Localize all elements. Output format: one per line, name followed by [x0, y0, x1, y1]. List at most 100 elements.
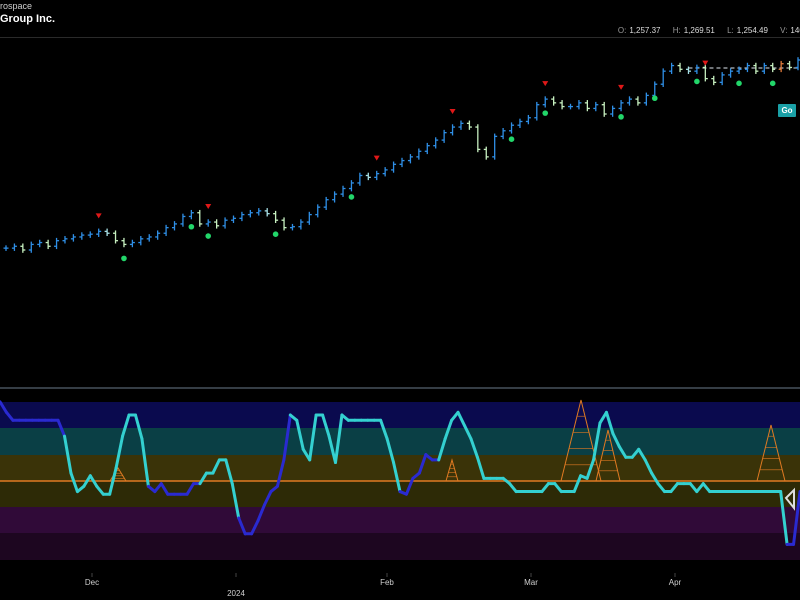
price-bar — [3, 245, 9, 251]
oscillator-segment — [263, 490, 273, 507]
price-bar — [79, 232, 85, 240]
oscillator-segment — [63, 434, 73, 475]
oscillator-segment — [656, 482, 667, 494]
oscillator-segment — [392, 461, 402, 494]
price-bar — [382, 167, 388, 177]
price-bar — [113, 230, 119, 244]
buy-signal-dot — [508, 136, 515, 142]
momentum-spike — [756, 424, 786, 482]
price-bar — [551, 96, 557, 106]
price-bar — [525, 114, 531, 125]
oscillator-segment — [211, 458, 221, 475]
price-bar — [466, 120, 472, 130]
price-bar — [146, 234, 152, 242]
sell-signal-arrow — [373, 155, 380, 161]
price-bar — [172, 221, 178, 231]
low-key: L: — [727, 26, 734, 35]
price-bar — [593, 101, 599, 112]
price-bar — [323, 196, 329, 210]
price-bar — [475, 124, 481, 153]
price-bar — [728, 68, 734, 78]
oscillator-segment — [585, 458, 596, 480]
oscillator-segment — [475, 455, 486, 480]
price-bar — [256, 208, 262, 216]
price-bar — [138, 236, 144, 246]
buy-signal-dot — [651, 95, 658, 102]
price-bar — [332, 191, 338, 203]
buy-signal-dot — [272, 231, 279, 237]
price-bar — [306, 211, 312, 225]
oscillator-segment — [133, 413, 144, 441]
price-bar — [635, 96, 641, 106]
price-bar — [669, 62, 675, 74]
momentum-spike — [445, 458, 459, 482]
price-bar — [365, 172, 371, 181]
price-bar — [45, 239, 51, 250]
low-value: 1,254.49 — [736, 26, 768, 35]
price-bar — [458, 120, 464, 130]
sell-signal-arrow — [618, 84, 625, 90]
price-bar — [87, 231, 93, 238]
price-bar — [610, 105, 616, 117]
x-tick-label: Apr — [669, 578, 682, 587]
oscillator-segment — [779, 490, 789, 546]
buy-signal-dot — [769, 80, 776, 87]
price-bar — [534, 101, 540, 121]
price-bar — [163, 224, 169, 237]
high-key: H: — [672, 26, 681, 35]
price-bar — [20, 243, 26, 253]
price-bar — [273, 210, 279, 223]
price-bar — [711, 75, 717, 86]
buy-signal-dot — [694, 78, 700, 85]
sector-label: rospace — [0, 1, 33, 11]
price-bar — [787, 60, 793, 71]
oscillator-segment — [308, 413, 318, 462]
buy-signal-dot — [736, 80, 742, 87]
oscillator-segment — [95, 484, 105, 496]
header-divider — [0, 37, 800, 38]
price-bar — [298, 219, 304, 230]
oscillator-segment — [611, 431, 621, 449]
oscillator-segment — [153, 482, 163, 494]
oscillator-segment — [463, 424, 473, 441]
price-bar — [407, 154, 413, 164]
oscillator-band — [0, 533, 800, 560]
oscillator-segment — [0, 400, 8, 414]
price-bar — [542, 96, 548, 108]
open-key: O: — [617, 26, 627, 35]
oscillator-segment — [198, 471, 208, 486]
oscillator-segment — [327, 434, 337, 465]
oscillator-segment — [604, 410, 615, 435]
price-bar — [660, 68, 666, 88]
price-bar — [736, 66, 742, 74]
oscillator-segment — [295, 418, 305, 451]
price-bar — [576, 100, 582, 110]
price-bar — [348, 180, 354, 192]
oscillator-segment — [456, 410, 467, 428]
price-bar — [70, 234, 76, 242]
price-bar — [315, 204, 321, 218]
price-bar — [230, 215, 236, 223]
price-bar — [770, 62, 776, 73]
price-bar — [685, 66, 691, 74]
price-bar — [391, 161, 397, 173]
oscillator-segment — [695, 482, 705, 494]
price-bar — [155, 230, 161, 240]
price-bar — [568, 103, 574, 110]
price-bar — [399, 157, 405, 168]
oscillator-segment — [437, 437, 447, 462]
price-pane — [3, 57, 800, 262]
oscillator-segment — [82, 474, 92, 488]
oscillator-segment — [224, 458, 234, 486]
oscillator-segment — [630, 447, 641, 459]
oscillator-segment — [56, 418, 67, 438]
price-bar — [559, 100, 565, 110]
oscillator-band — [0, 428, 800, 455]
oscillator-segment — [508, 482, 518, 494]
price-bar — [500, 127, 506, 140]
oscillator-segment — [540, 482, 550, 494]
oscillator-segment — [140, 437, 150, 488]
oscillator-segment — [592, 421, 602, 462]
sell-signal-arrow — [95, 213, 102, 219]
